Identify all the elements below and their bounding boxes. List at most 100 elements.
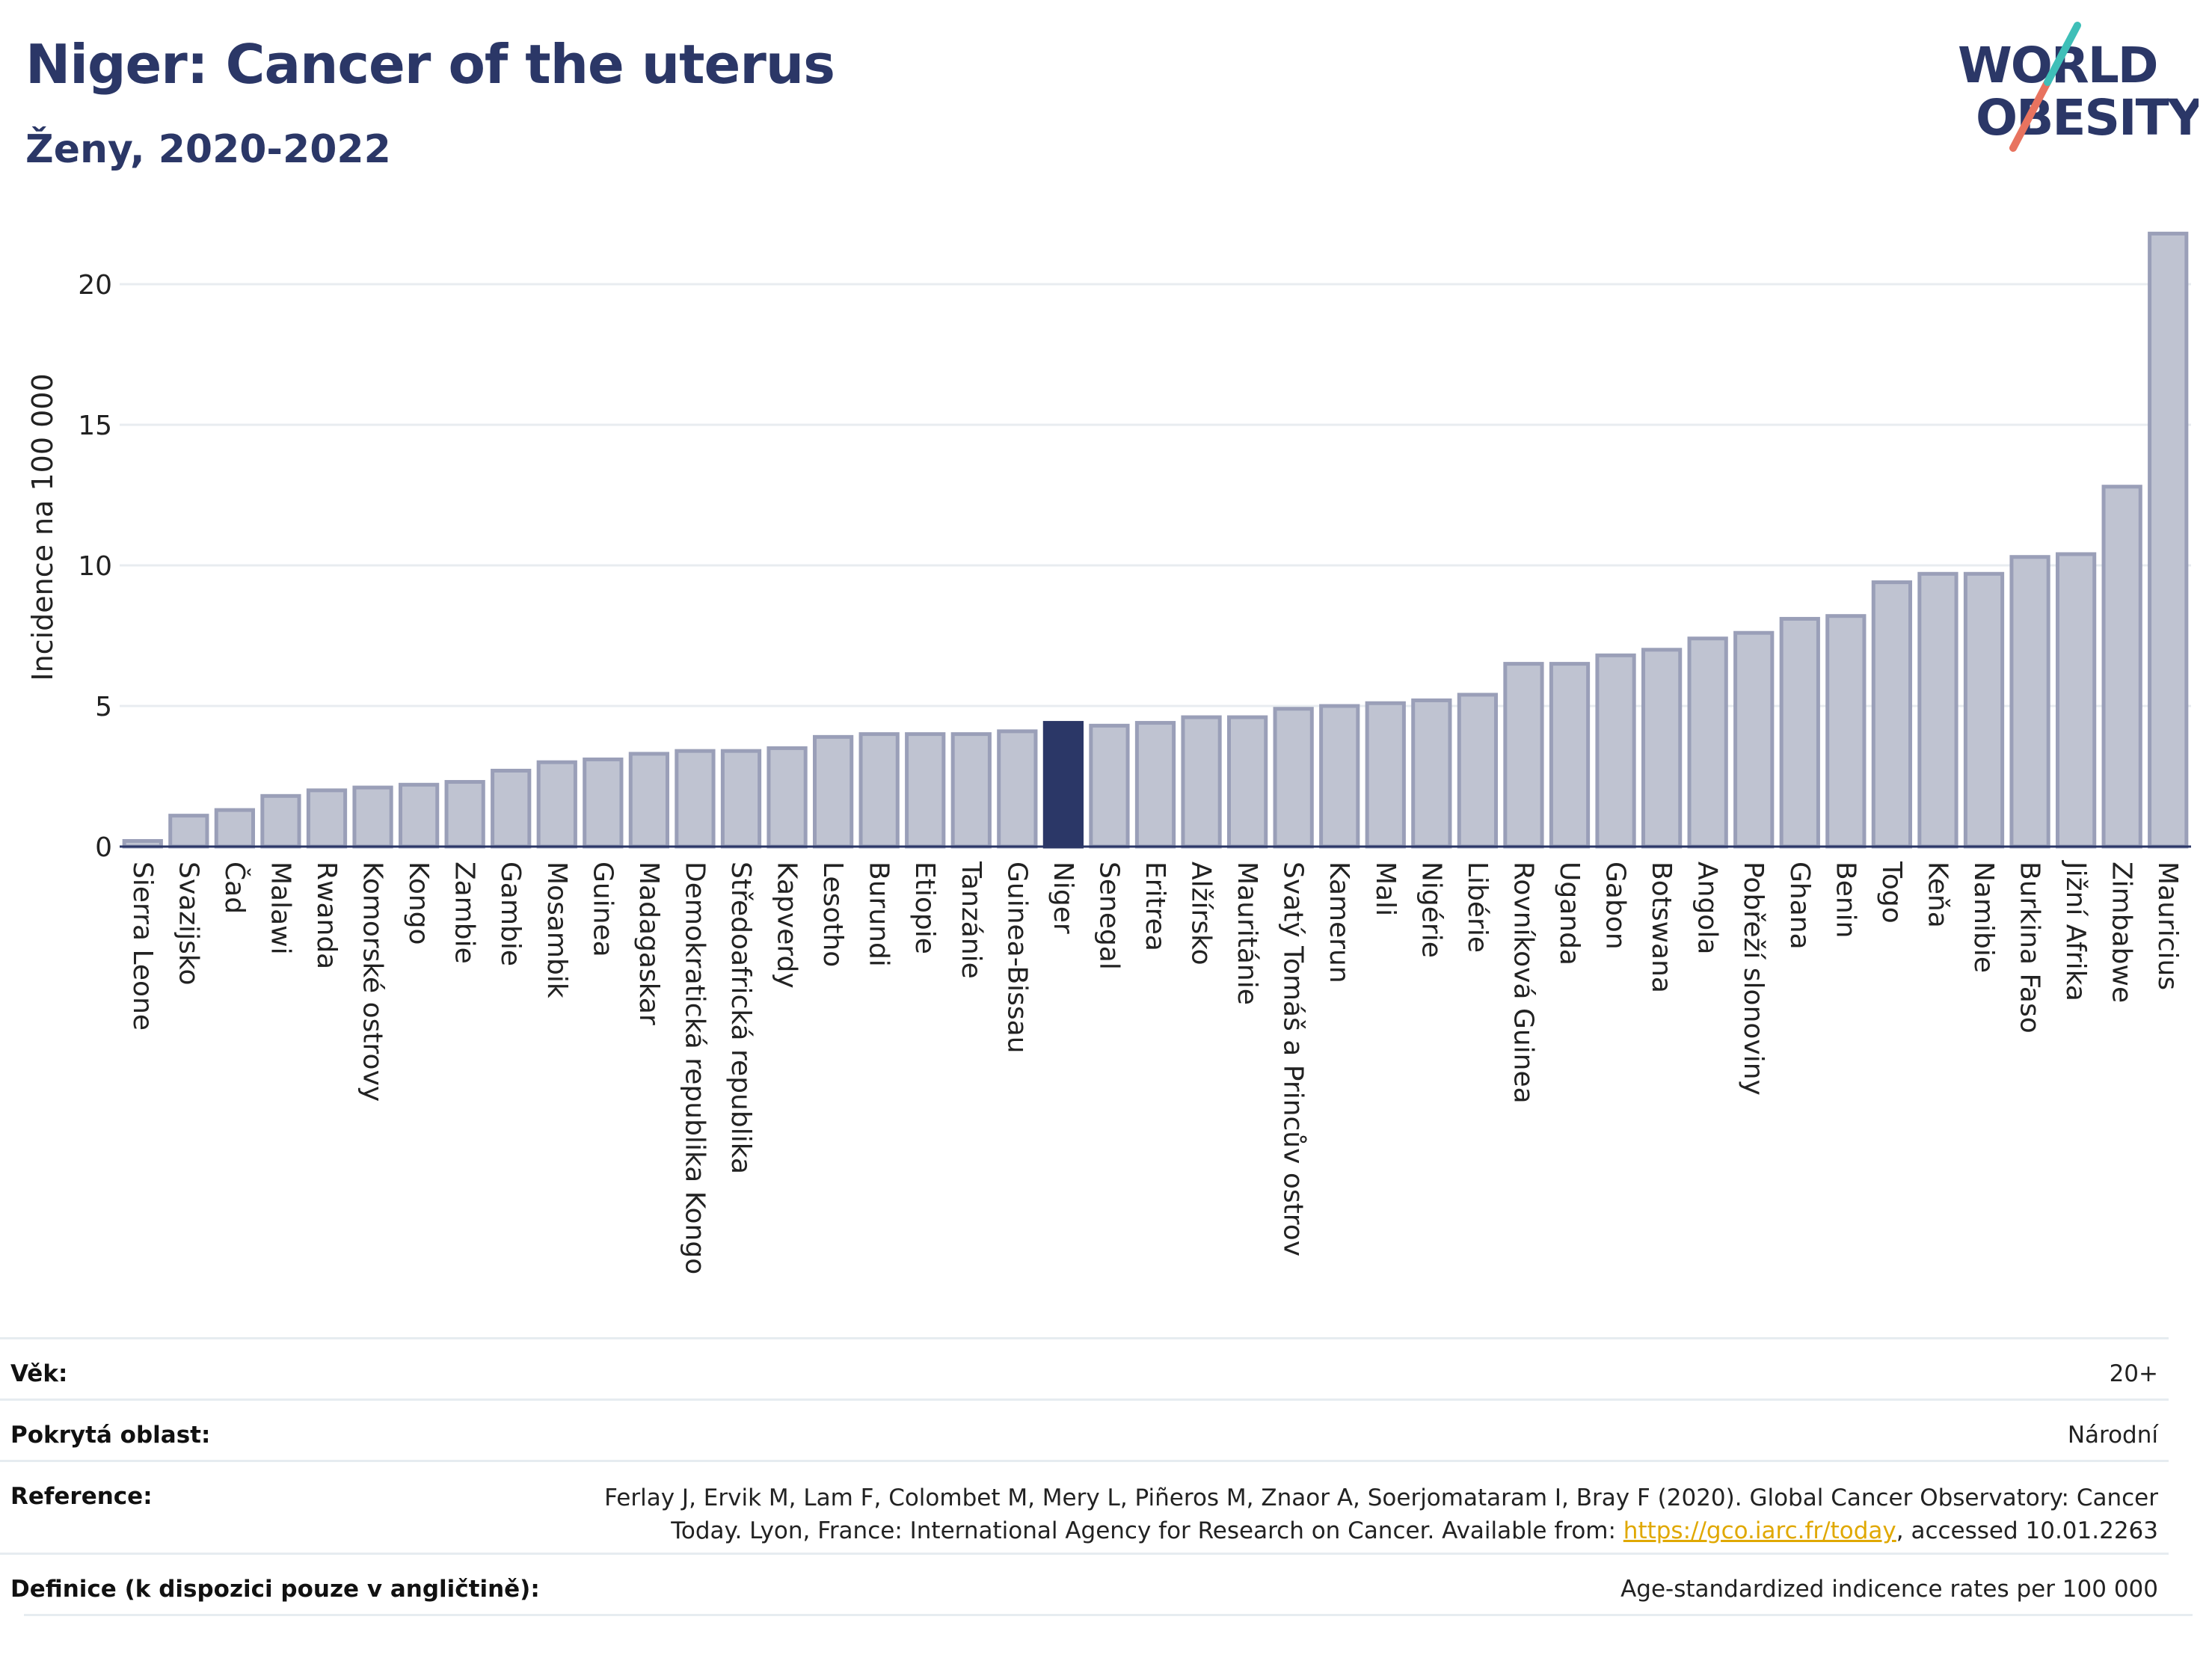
bar-rwanda[interactable]: [306, 788, 348, 849]
y-axis-label: Incidence na 100 000: [26, 373, 59, 681]
x-tick-label: Čad: [219, 862, 251, 914]
meta-area-row: Pokrytá oblast: Národní: [0, 1398, 2169, 1462]
x-tick-label: Kamerun: [1324, 862, 1354, 983]
x-tick-label: Libérie: [1462, 862, 1493, 953]
bar-namibie[interactable]: [1963, 571, 2005, 849]
bar-senegal[interactable]: [1089, 723, 1130, 849]
meta-definition-value: Age-standardized indicence rates per 100…: [1620, 1576, 2158, 1603]
bar-pobřeží-slonoviny[interactable]: [1733, 630, 1775, 849]
bar-etiopie[interactable]: [905, 732, 946, 849]
y-tick-label: 0: [95, 832, 112, 863]
x-tick-label: Demokratická republika Kongo: [679, 862, 710, 1274]
x-tick-label: Burkina Faso: [2015, 862, 2045, 1034]
bar-gambie[interactable]: [491, 768, 532, 849]
x-tick-label: Svazijsko: [173, 862, 203, 985]
x-tick-label: Eritrea: [1140, 862, 1170, 951]
bar-guinea[interactable]: [583, 757, 624, 849]
meta-definition-row: Definice (k dispozici pouze v angličtině…: [0, 1553, 2169, 1616]
x-tick-label: Mauricius: [2152, 862, 2183, 990]
x-tick-label: Niger: [1048, 862, 1078, 934]
reference-line-2: Today. Lyon, France: International Agenc…: [604, 1514, 2158, 1547]
bar-angola[interactable]: [1687, 636, 1728, 849]
bar-togo[interactable]: [1871, 580, 1913, 849]
x-tick-label: Burundi: [864, 862, 894, 967]
bar-burundi[interactable]: [858, 732, 900, 849]
x-tick-label: Lesotho: [817, 862, 848, 967]
reference-link[interactable]: https://gco.iarc.fr/today: [1623, 1517, 1896, 1544]
meta-area-value: Národní: [2067, 1422, 2158, 1449]
x-tick-label: Uganda: [1554, 862, 1585, 965]
bar-mauritánie[interactable]: [1226, 715, 1268, 849]
bar-kongo[interactable]: [398, 782, 440, 849]
bar-mosambik[interactable]: [536, 760, 577, 849]
bar-zambie[interactable]: [444, 780, 485, 849]
bar-burkina-faso[interactable]: [2009, 555, 2050, 849]
x-tick-label: Ghana: [1784, 862, 1815, 950]
bar-komorské-ostrovy[interactable]: [352, 785, 393, 849]
page-title: Niger: Cancer of the uterus: [25, 33, 835, 96]
svg-text:OBESITY: OBESITY: [1976, 89, 2199, 147]
bar-tanzánie[interactable]: [950, 732, 992, 849]
x-tick-label: Togo: [1876, 861, 1907, 924]
bar-demokratická-republika-kongo[interactable]: [675, 749, 716, 849]
bar-uganda[interactable]: [1549, 662, 1591, 849]
x-tick-label: Tanzánie: [956, 861, 986, 979]
meta-age-row: Věk: 20+: [0, 1337, 2169, 1401]
bar-guinea-bissau[interactable]: [997, 729, 1038, 849]
meta-age-value: 20+: [2109, 1360, 2158, 1387]
bar-rovníková-guinea[interactable]: [1503, 662, 1544, 849]
x-tick-label: Senegal: [1093, 862, 1124, 970]
bar-kapverdy[interactable]: [766, 746, 808, 849]
x-tick-label: Sierra Leone: [127, 862, 158, 1031]
x-tick-label: Jižní Afrika: [2060, 860, 2091, 1001]
x-tick-label: Mosambik: [541, 862, 572, 998]
meta-area-label: Pokrytá oblast:: [10, 1422, 211, 1449]
bar-mali[interactable]: [1365, 701, 1406, 849]
bar-středoafrická-republika[interactable]: [720, 749, 762, 849]
bar-libérie[interactable]: [1457, 693, 1499, 849]
bar-gabon[interactable]: [1595, 653, 1636, 849]
bar-botswana[interactable]: [1641, 648, 1683, 849]
reference-line-1: Ferlay J, Ervik M, Lam F, Colombet M, Me…: [604, 1484, 2158, 1511]
bar-benin[interactable]: [1825, 614, 1867, 849]
x-tick-label: Kapverdy: [772, 862, 802, 989]
x-tick-label: Mauritánie: [1232, 862, 1262, 1005]
x-tick-label: Zimbabwe: [2107, 862, 2137, 1003]
bar-madagaskar[interactable]: [628, 752, 670, 849]
bar-nigérie[interactable]: [1411, 698, 1452, 849]
x-tick-label: Gabon: [1600, 862, 1631, 950]
y-tick-label: 20: [78, 270, 112, 301]
bar-niger[interactable]: [1042, 721, 1084, 849]
meta-reference-value: Ferlay J, Ervik M, Lam F, Colombet M, Me…: [604, 1481, 2158, 1547]
bar-ghana[interactable]: [1779, 616, 1820, 849]
bar-alžírsko[interactable]: [1181, 715, 1222, 849]
meta-reference-row: Reference: Ferlay J, Ervik M, Lam F, Col…: [0, 1460, 2169, 1555]
x-tick-label: Guinea: [587, 862, 618, 957]
meta-reference-label: Reference:: [10, 1483, 153, 1510]
x-tick-label: Kongo: [403, 862, 434, 945]
x-tick-label: Rovníková Guinea: [1508, 862, 1538, 1104]
bar-lesotho[interactable]: [812, 734, 854, 849]
bar-eritrea[interactable]: [1134, 721, 1176, 849]
bar-mauricius[interactable]: [2148, 231, 2189, 849]
x-tick-label: Nigérie: [1416, 862, 1446, 958]
x-tick-label: Malawi: [265, 862, 295, 955]
x-tick-label: Namibie: [1968, 862, 1999, 973]
bar-zimbabwe[interactable]: [2101, 485, 2142, 849]
x-tick-label: Gambie: [495, 862, 526, 966]
bar-chart: 0 5 10 15 20 Sierra Leone Svazijsko Čad Malawi R…: [26, 231, 2191, 1274]
x-tick-label: Zambie: [449, 862, 480, 964]
world-obesity-logo: WORLD OBESITY: [1958, 22, 2199, 152]
bar-čad[interactable]: [214, 808, 256, 849]
bar-malawi[interactable]: [260, 793, 301, 849]
x-tick-label: Komorské ostrovy: [357, 862, 388, 1102]
bar-svatý-tomáš-a-princův-ostrov[interactable]: [1273, 707, 1314, 849]
x-tick-label: Pobřeží slonoviny: [1738, 862, 1769, 1096]
bar-kamerun[interactable]: [1319, 704, 1360, 849]
bar-keňa[interactable]: [1917, 571, 1958, 849]
bar-jižní-afrika[interactable]: [2055, 552, 2097, 849]
x-tick-label: Botswana: [1646, 862, 1677, 993]
x-tick-label: Madagaskar: [633, 862, 664, 1025]
x-tick-label: Guinea-Bissau: [1001, 862, 1032, 1054]
bar-svazijsko[interactable]: [168, 814, 209, 849]
